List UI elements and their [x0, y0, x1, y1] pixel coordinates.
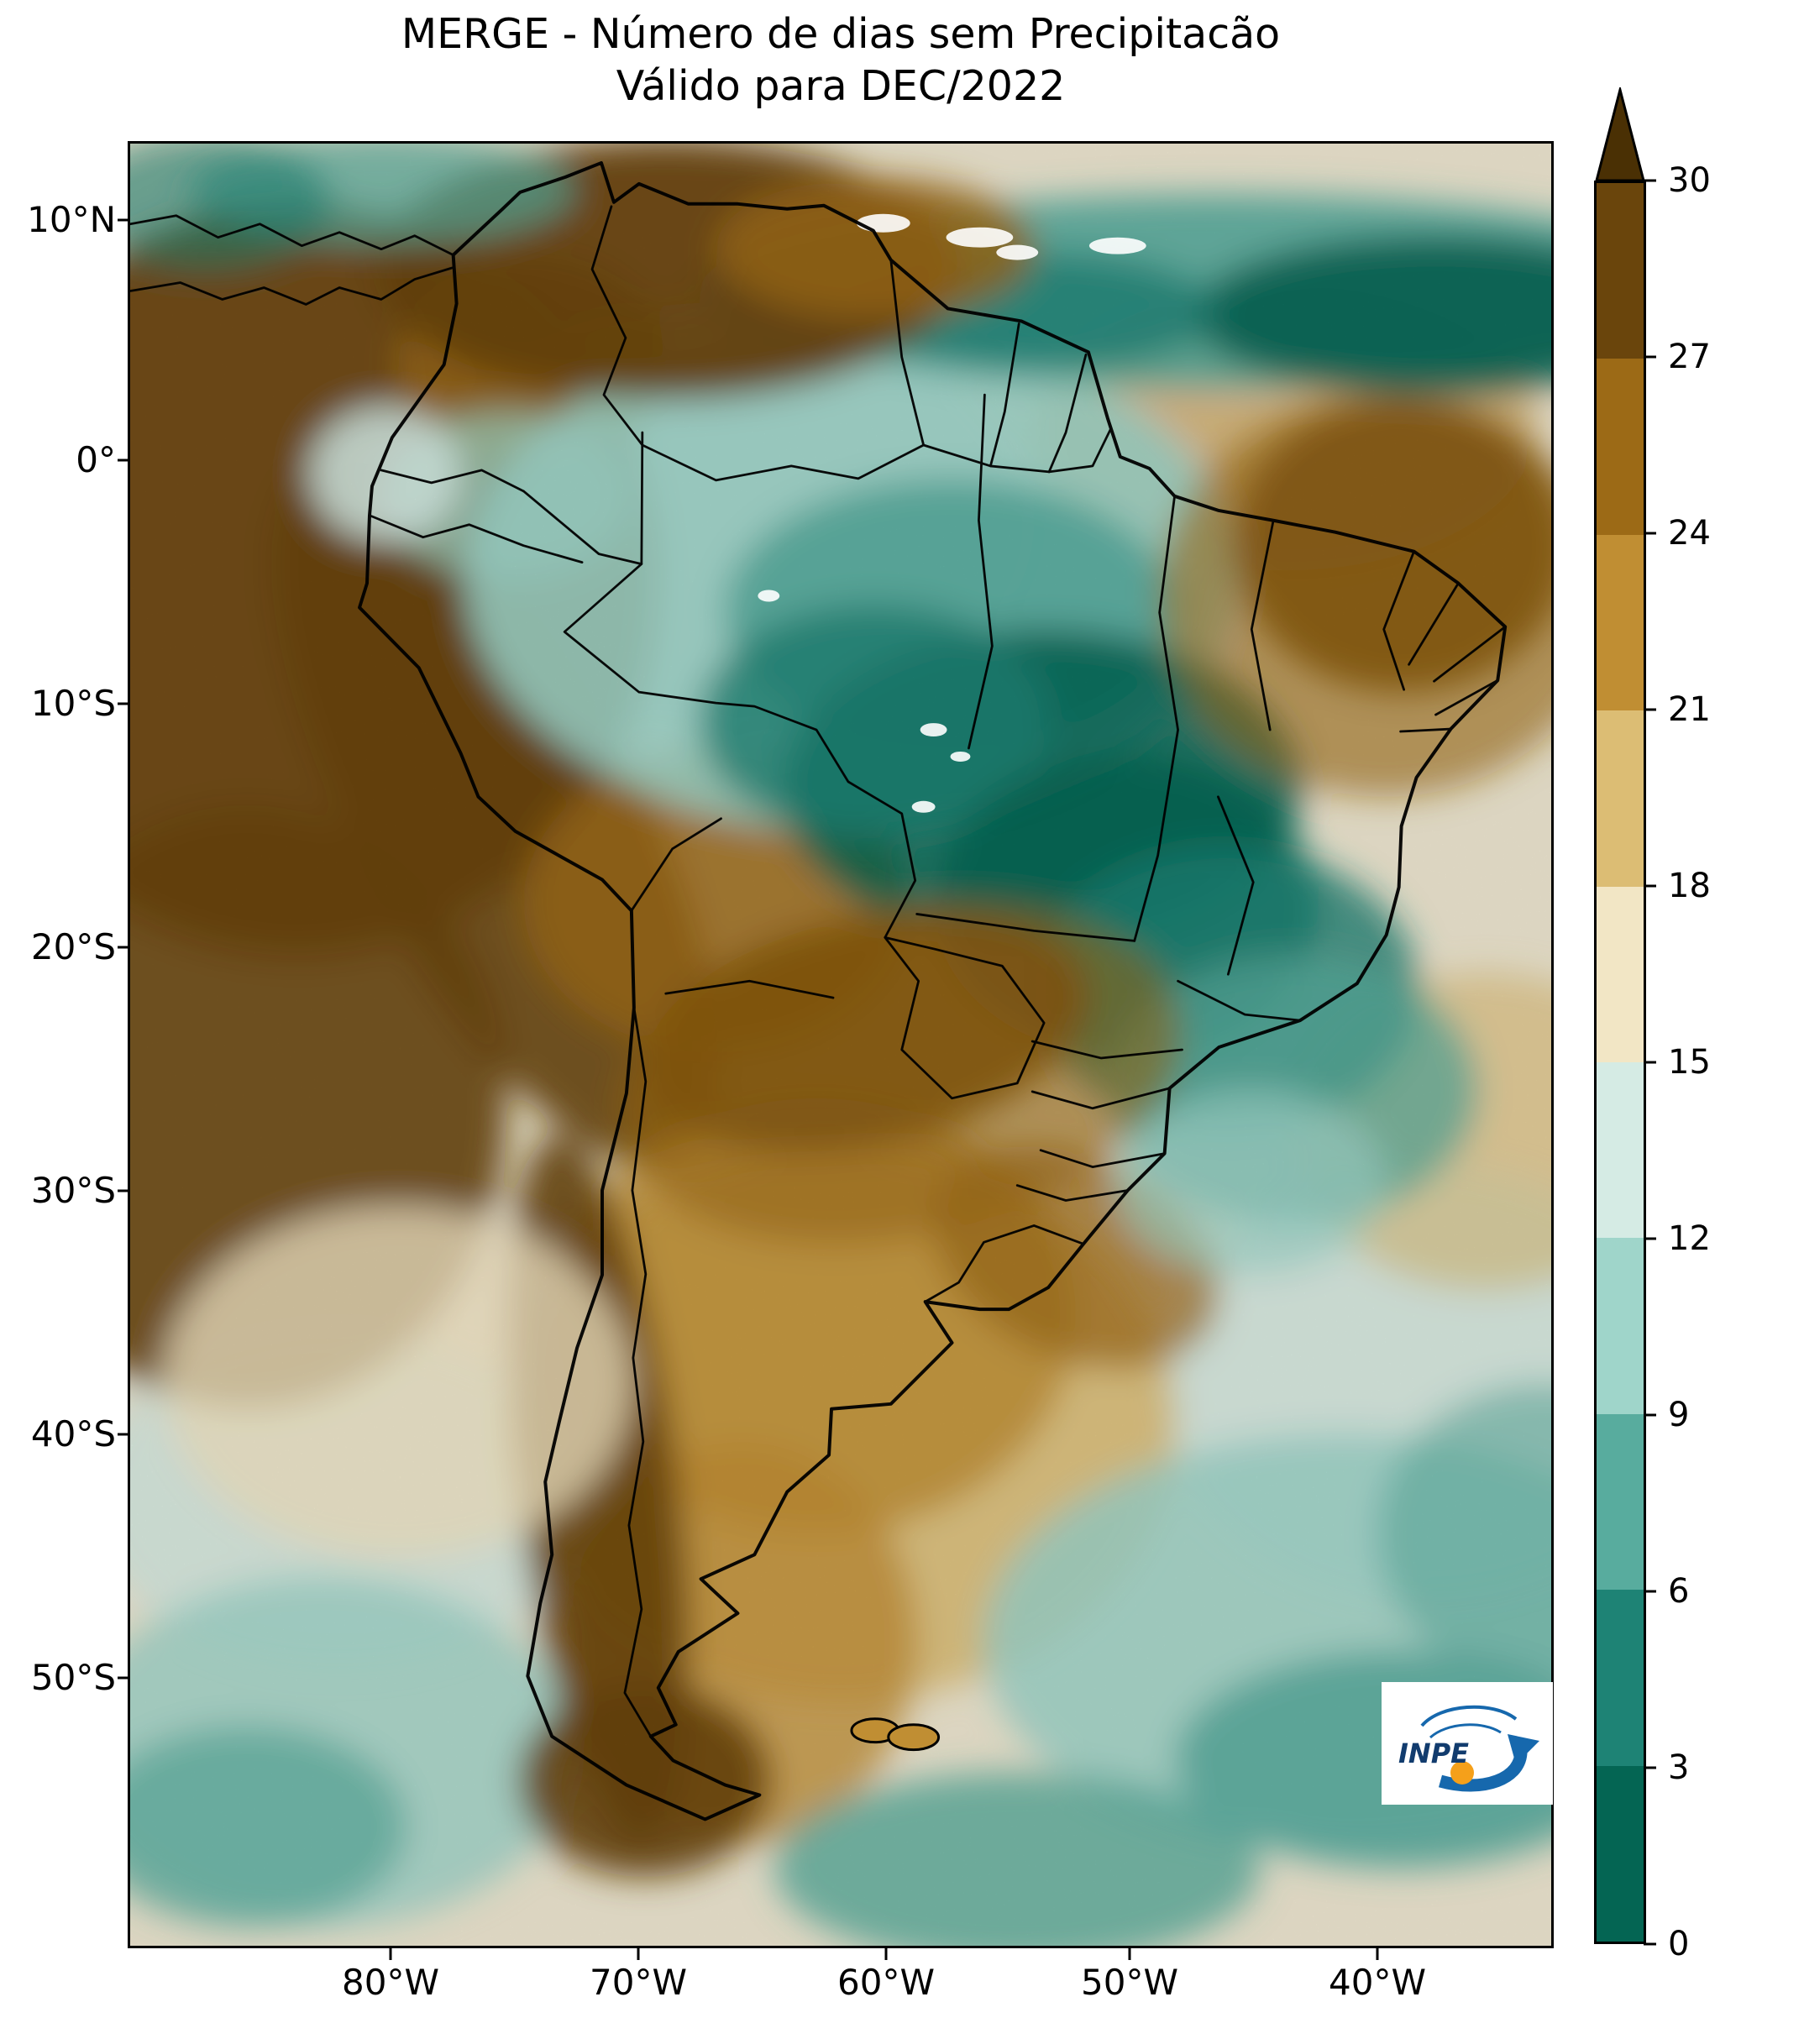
x-axis-tick-label: 50°W: [1054, 1962, 1205, 2004]
colorbar-segment: [1597, 1238, 1644, 1414]
logo-orange-dot: [1450, 1761, 1474, 1785]
inpe-logo: INPE: [1382, 1682, 1553, 1805]
logo-arrowhead: [1508, 1734, 1539, 1764]
colorbar-tick-label: 15: [1668, 1043, 1711, 1082]
colorbar-segment: [1597, 183, 1644, 359]
precipitation-map-svg: [130, 144, 1551, 1946]
colorbar-tick-label: 12: [1668, 1219, 1711, 1258]
x-axis-tick-label: 80°W: [315, 1962, 466, 2004]
colorbar-segment: [1597, 1765, 1644, 1942]
y-axis-tick-label: 0°: [0, 439, 116, 481]
colorbar-tick-label: 3: [1668, 1748, 1690, 1787]
y-axis-tick-label: 50°S: [0, 1657, 116, 1699]
colorbar-segment: [1597, 534, 1644, 711]
colorbar-tick-label: 21: [1668, 690, 1711, 729]
map-area: INPE: [128, 141, 1554, 1948]
y-axis-tick-label: 10°N: [0, 199, 116, 241]
colorbar-tick-label: 0: [1668, 1925, 1690, 1963]
falkland-islands: [850, 1717, 941, 1752]
y-axis-tick-label: 40°S: [0, 1413, 116, 1455]
colorbar-segment: [1597, 886, 1644, 1063]
colorbar-segment: [1597, 359, 1644, 535]
central-america-coast: [130, 266, 455, 306]
colorbar-tick-label: 24: [1668, 514, 1711, 553]
inpe-logo-text: INPE: [1398, 1737, 1469, 1769]
coastline-path: [358, 160, 1508, 1821]
logo-swirl-arc: [1429, 1723, 1502, 1739]
logo-swirl-arc: [1420, 1705, 1518, 1727]
colorbar-tick-label: 27: [1668, 338, 1711, 376]
inpe-logo-graphic: INPE: [1398, 1705, 1539, 1792]
colorbar: [1594, 181, 1646, 1944]
y-axis-tick-label: 20°S: [0, 926, 116, 968]
central-america-coast: [130, 214, 455, 257]
y-axis-tick-label: 10°S: [0, 683, 116, 725]
colorbar-extend-triangle: [1595, 87, 1645, 182]
colorbar-segment: [1597, 1413, 1644, 1591]
chart-title: MERGE - Número de dias sem Precipitacão: [401, 10, 1281, 58]
colorbar-tick-label: 6: [1668, 1572, 1690, 1611]
x-axis-tick-label: 40°W: [1302, 1962, 1453, 2004]
colorbar-segment: [1597, 1062, 1644, 1239]
noise-texture: [130, 144, 1551, 1946]
borders-layer: [130, 160, 1508, 1821]
colorbar-segment: [1597, 1590, 1644, 1766]
colorbar-tick-label: 30: [1668, 161, 1711, 200]
x-axis-tick-label: 70°W: [563, 1962, 714, 2004]
chart-subtitle: Válido para DEC/2022: [616, 62, 1066, 110]
colorbar-tick-label: 9: [1668, 1396, 1690, 1434]
colorbar-segment: [1597, 710, 1644, 887]
x-axis-tick-label: 60°W: [810, 1962, 962, 2004]
y-axis-tick-label: 30°S: [0, 1170, 116, 1212]
colorbar-tick-label: 18: [1668, 867, 1711, 905]
